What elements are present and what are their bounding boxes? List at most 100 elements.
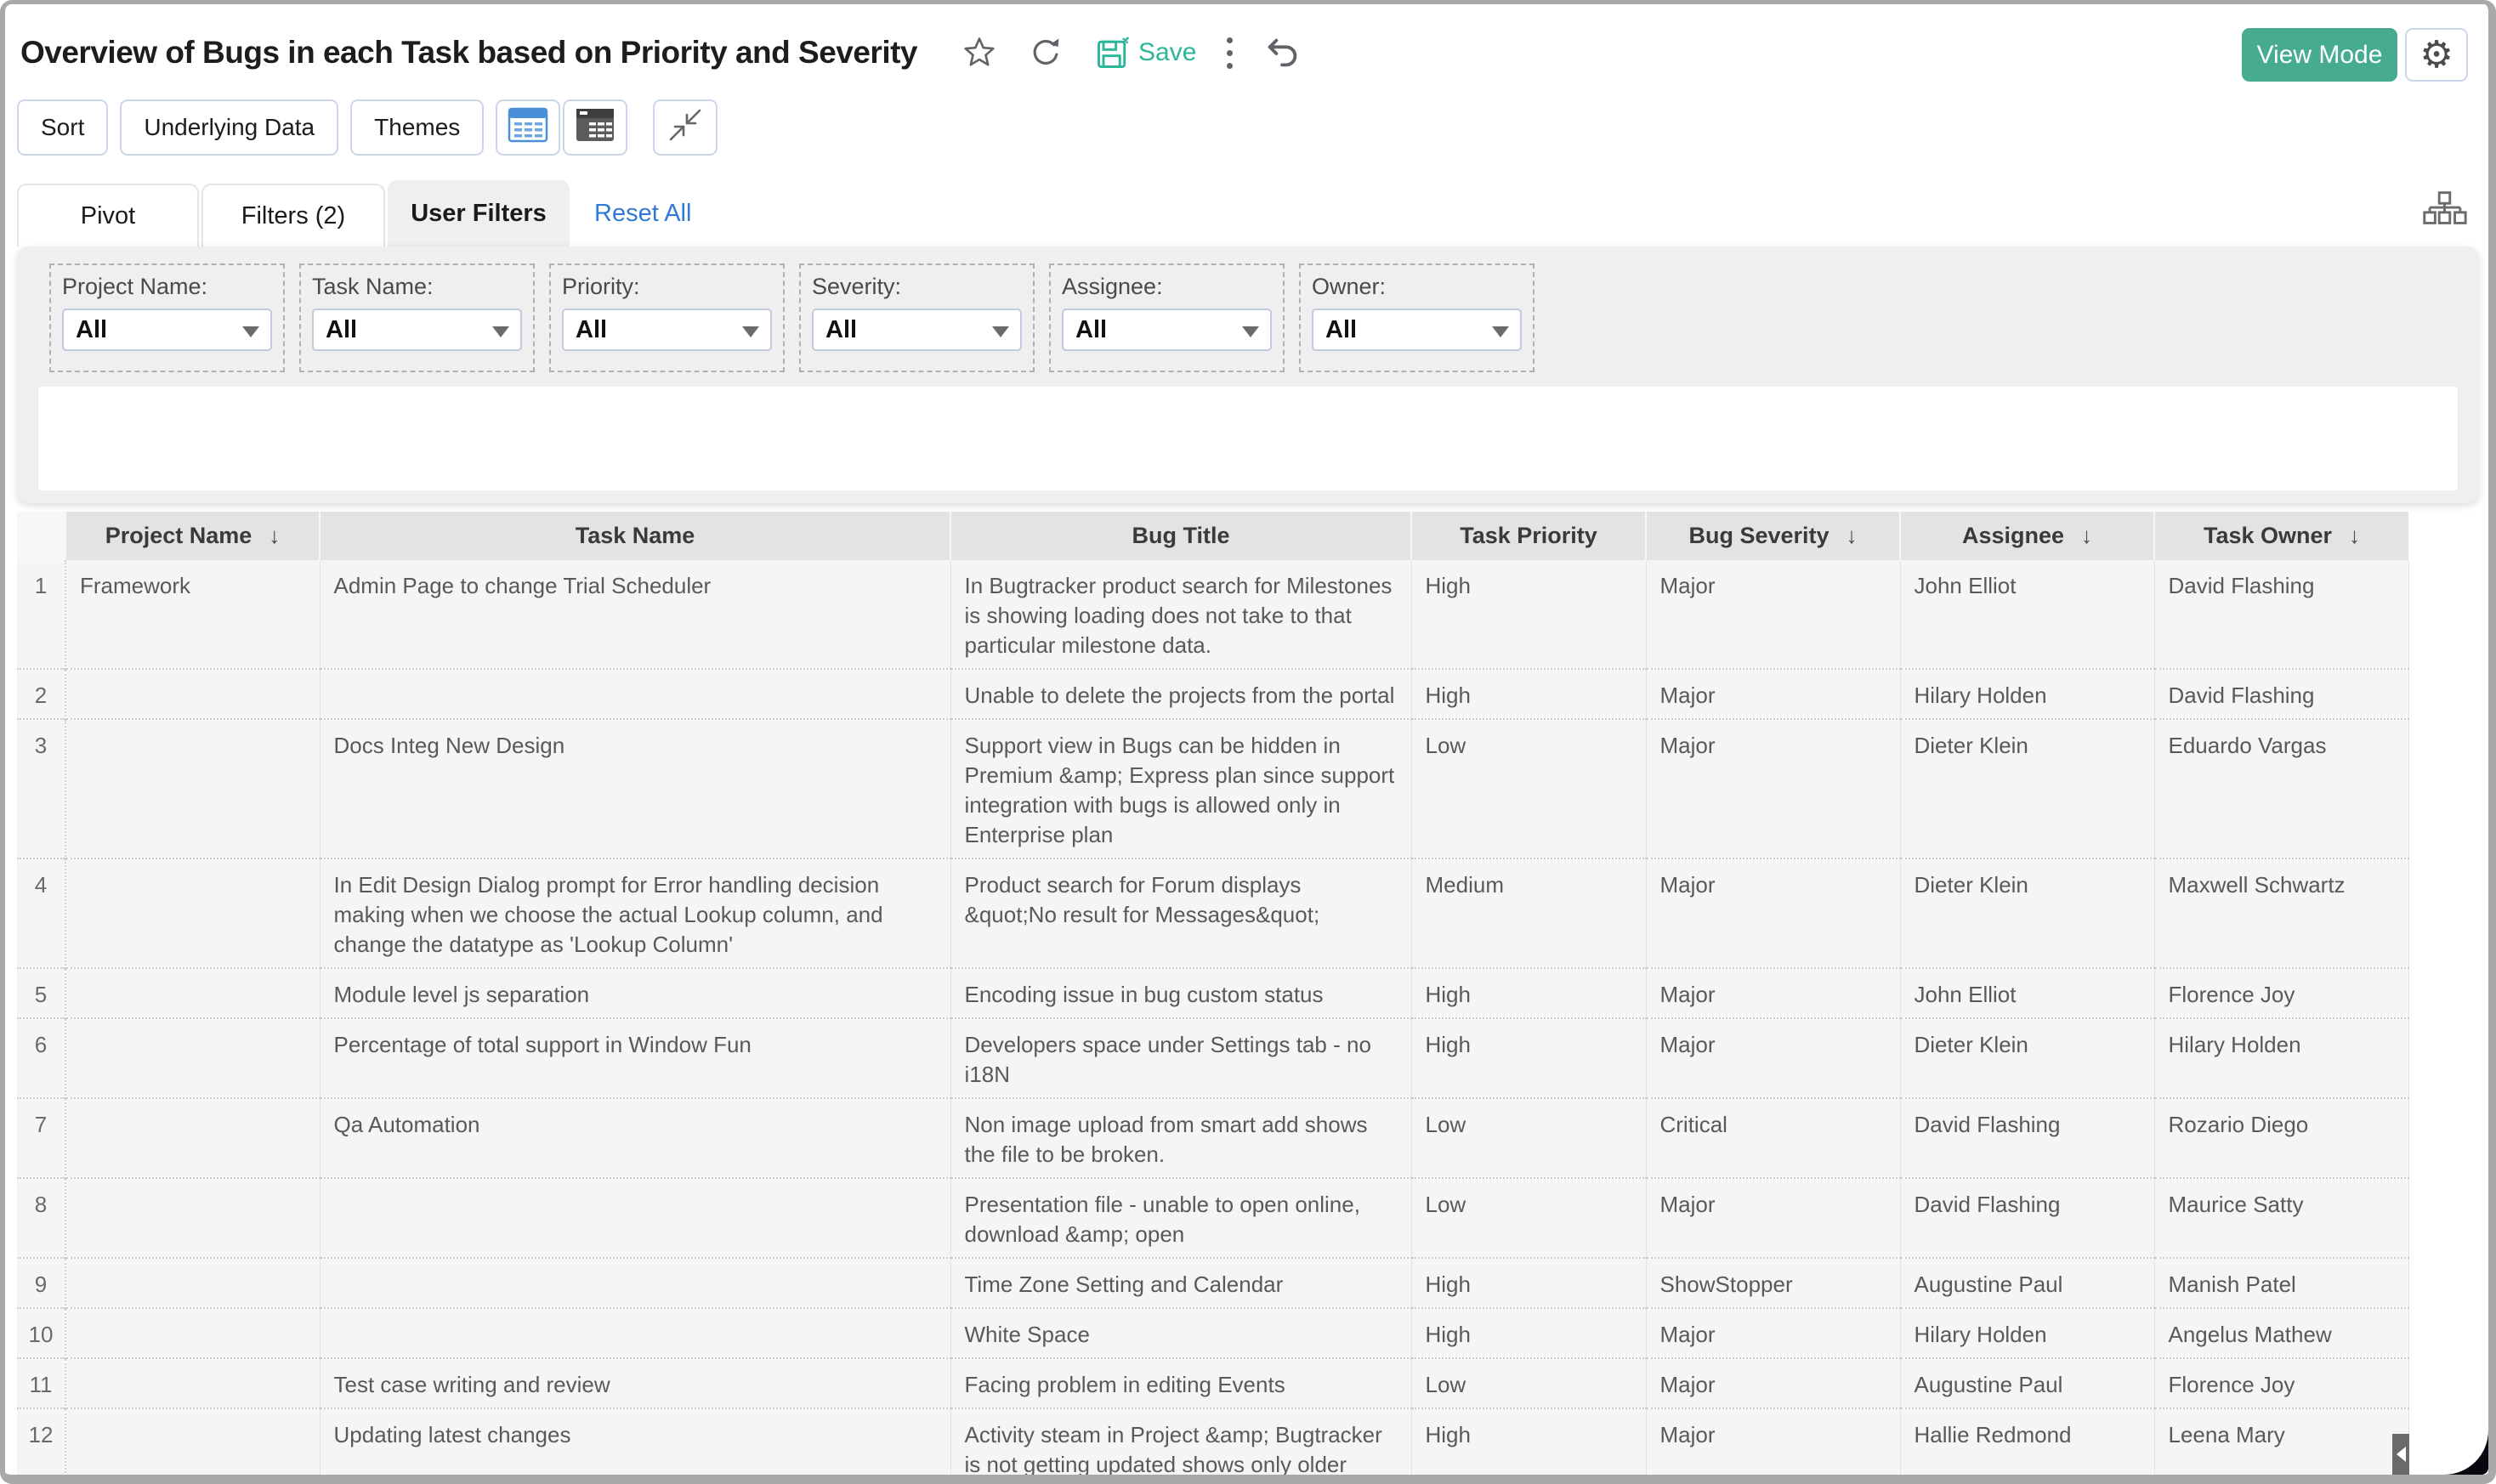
filter-dropdown[interactable]: All <box>1062 309 1272 351</box>
bug-title-cell: Developers space under Settings tab - no… <box>950 1018 1411 1098</box>
bug-title-cell: Facing problem in editing Events <box>950 1358 1411 1408</box>
task-priority-cell: Low <box>1411 1358 1646 1408</box>
bug-severity-cell: ShowStopper <box>1646 1258 1900 1308</box>
filter-label: Assignee: <box>1062 274 1272 300</box>
filter-label: Priority: <box>562 274 772 300</box>
tab-user-filters[interactable]: User Filters <box>388 180 570 246</box>
project-name-cell <box>65 1308 320 1358</box>
assignee-cell: Dieter Klein <box>1900 719 2154 858</box>
assignee-cell: Hilary Holden <box>1900 669 2154 719</box>
tab-strip: Pivot Filters (2) User Filters Reset All <box>17 180 691 246</box>
flat-table-button[interactable] <box>496 99 560 156</box>
undo-icon[interactable] <box>1263 33 1302 72</box>
row-number-cell: 11 <box>17 1358 65 1408</box>
column-header-bug-severity[interactable]: Bug Severity↓ <box>1646 512 1900 560</box>
project-name-cell <box>65 719 320 858</box>
bug-title-cell: In Bugtracker product search for Milesto… <box>950 560 1411 669</box>
row-number-cell: 7 <box>17 1098 65 1178</box>
task-name-cell: Docs Integ New Design <box>320 719 950 858</box>
filter-value: All <box>576 316 607 344</box>
settings-button[interactable]: ⚙ <box>2405 28 2468 82</box>
filter-dropdown[interactable]: All <box>1312 309 1522 351</box>
filter-label: Project Name: <box>62 274 272 300</box>
task-name-cell: In Edit Design Dialog prompt for Error h… <box>320 858 950 968</box>
filter-dropdown[interactable]: All <box>62 309 272 351</box>
filter-severity: Severity: All <box>799 263 1035 372</box>
table-row: 10 White Space High Major Hilary Holden … <box>17 1308 2408 1358</box>
save-button[interactable]: Save <box>1094 34 1196 71</box>
filter-priority: Priority: All <box>549 263 785 372</box>
column-header-project-name[interactable]: Project Name↓ <box>65 512 320 560</box>
task-name-cell: Updating latest changes <box>320 1408 950 1475</box>
task-priority-cell: High <box>1411 968 1646 1018</box>
star-icon[interactable] <box>962 35 997 71</box>
tab-filters[interactable]: Filters (2) <box>201 184 385 246</box>
row-number-cell: 9 <box>17 1258 65 1308</box>
filter-dropdown[interactable]: All <box>312 309 522 351</box>
project-name-cell <box>65 858 320 968</box>
view-mode-button[interactable]: View Mode <box>2242 28 2397 82</box>
task-priority-cell: Low <box>1411 1098 1646 1178</box>
reset-all-link[interactable]: Reset All <box>594 200 691 228</box>
horizontal-scroll-handle[interactable] <box>2392 1434 2409 1475</box>
column-header-task-name[interactable]: Task Name <box>320 512 950 560</box>
task-name-cell: Qa Automation <box>320 1098 950 1178</box>
task-priority-cell: Medium <box>1411 858 1646 968</box>
gear-icon: ⚙ <box>2419 33 2453 76</box>
project-name-cell <box>65 1178 320 1258</box>
column-header-bug-title[interactable]: Bug Title <box>950 512 1411 560</box>
flat-table-icon <box>508 107 548 149</box>
assignee-cell: David Flashing <box>1900 1098 2154 1178</box>
filter-owner: Owner: All <box>1299 263 1534 372</box>
project-name-cell <box>65 1018 320 1098</box>
task-owner-cell: Maurice Satty <box>2154 1178 2408 1258</box>
filter-dropdown[interactable]: All <box>562 309 772 351</box>
bug-severity-cell: Major <box>1646 858 1900 968</box>
column-header-task-owner[interactable]: Task Owner↓ <box>2154 512 2408 560</box>
filter-dropdown[interactable]: All <box>812 309 1022 351</box>
dropdown-caret-icon <box>492 326 509 337</box>
bug-title-cell: Product search for Forum displays &quot;… <box>950 858 1411 968</box>
refresh-icon[interactable] <box>1028 35 1064 71</box>
row-number-cell: 3 <box>17 719 65 858</box>
dropdown-caret-icon <box>1492 326 1509 337</box>
pivot-table-button[interactable] <box>563 99 627 156</box>
bug-title-cell: Encoding issue in bug custom status <box>950 968 1411 1018</box>
assignee-cell: Augustine Paul <box>1900 1258 2154 1308</box>
task-owner-cell: David Flashing <box>2154 560 2408 669</box>
sort-button[interactable]: Sort <box>17 99 108 156</box>
table-view-toggle <box>496 99 627 156</box>
save-label: Save <box>1138 38 1196 67</box>
task-owner-cell: Leena Mary <box>2154 1408 2408 1475</box>
underlying-data-button[interactable]: Underlying Data <box>120 99 338 156</box>
kebab-menu-icon[interactable] <box>1227 37 1233 69</box>
title-actions: Save <box>962 33 1302 72</box>
assignee-cell: Dieter Klein <box>1900 858 2154 968</box>
filter-label: Task Name: <box>312 274 522 300</box>
row-number-cell: 12 <box>17 1408 65 1475</box>
task-owner-cell: Manish Patel <box>2154 1258 2408 1308</box>
task-name-cell <box>320 1308 950 1358</box>
bug-severity-cell: Major <box>1646 1408 1900 1475</box>
bug-severity-cell: Critical <box>1646 1098 1900 1178</box>
collapse-button[interactable] <box>653 99 718 156</box>
tab-pivot[interactable]: Pivot <box>17 184 199 246</box>
bug-title-cell: Activity steam in Project &amp; Bugtrack… <box>950 1408 1411 1475</box>
table-row: 7 Qa Automation Non image upload from sm… <box>17 1098 2408 1178</box>
table-row: 3 Docs Integ New Design Support view in … <box>17 719 2408 858</box>
row-number-cell: 10 <box>17 1308 65 1358</box>
table-row: 11 Test case writing and review Facing p… <box>17 1358 2408 1408</box>
task-priority-cell: High <box>1411 1018 1646 1098</box>
column-header-task-priority[interactable]: Task Priority <box>1411 512 1646 560</box>
filter-row: Project Name: All Task Name: All Priorit… <box>49 263 1534 372</box>
table-row: 6 Percentage of total support in Window … <box>17 1018 2408 1098</box>
task-priority-cell: Low <box>1411 1178 1646 1258</box>
table-row: 9 Time Zone Setting and Calendar High Sh… <box>17 1258 2408 1308</box>
column-header-assignee[interactable]: Assignee↓ <box>1900 512 2154 560</box>
page-title: Overview of Bugs in each Task based on P… <box>20 35 917 71</box>
themes-button[interactable]: Themes <box>350 99 484 156</box>
filter-project-name: Project Name: All <box>49 263 285 372</box>
filter-task-name: Task Name: All <box>299 263 535 372</box>
row-number-cell: 1 <box>17 560 65 669</box>
hierarchy-view-button[interactable] <box>2418 184 2470 237</box>
